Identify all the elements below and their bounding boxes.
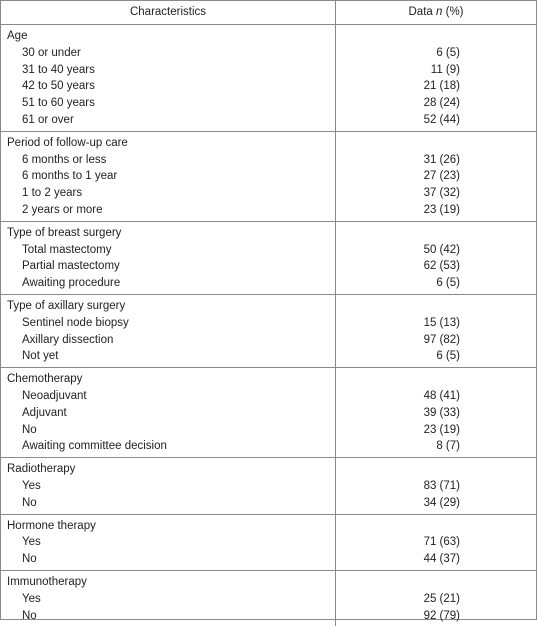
- row-group: Radiotherapy Yes No 83 (71) 34 (29): [1, 458, 536, 515]
- row-group: Chemotherapy Neoadjuvant Adjuvant No Awaitin…: [1, 368, 536, 459]
- group-title: Period of follow-up care: [7, 136, 128, 149]
- row-value: 97 (82): [423, 333, 460, 346]
- label-cell: Hormone therapy Yes No: [1, 514, 336, 570]
- spacer: [336, 574, 536, 591]
- row-label: Yes: [22, 536, 41, 549]
- row-label: Neoadjuvant: [22, 389, 87, 402]
- row-value: 15 (13): [423, 316, 460, 329]
- row-value: 27 (23): [423, 170, 460, 183]
- row-value: 8 (7): [436, 440, 460, 453]
- label-cell: Chemotherapy Neoadjuvant Adjuvant No Awaitin…: [1, 368, 336, 458]
- group-title: Hormone therapy: [7, 519, 96, 532]
- row-value: 34 (29): [423, 496, 460, 509]
- row-label: Total mastectomy: [22, 243, 112, 256]
- header-text: (%): [445, 6, 464, 18]
- row-label: Awaiting committee decision: [22, 440, 167, 453]
- value-cell: 50 (42) 62 (53) 6 (5): [336, 225, 536, 292]
- spacer: [336, 518, 536, 535]
- header-row: Characteristics Data n (%): [1, 1, 536, 25]
- group-title: Immunotherapy: [7, 575, 87, 588]
- row-value: 6 (5): [436, 46, 460, 59]
- row-group: Type of axillary surgery Sentinel node bi…: [1, 294, 536, 369]
- row-label: 61 or over: [22, 113, 74, 126]
- row-group: Hormone therapy Yes No 71 (63) 44 (37): [1, 514, 536, 571]
- group-title: Age: [7, 30, 28, 42]
- row-group: Period of follow-up care 6 months or less…: [1, 131, 536, 222]
- value-cell: 83 (71) 34 (29): [336, 461, 536, 511]
- row-label: No: [22, 609, 37, 622]
- label-cell: Type of axillary surgery Sentinel node bi…: [1, 294, 336, 368]
- spacer: [336, 371, 536, 388]
- value-cell: 6 (5) 11 (9) 21 (18) 28 (24) 52 (44): [336, 28, 536, 129]
- row-value: 39 (33): [423, 406, 460, 419]
- header-cell: Data n (%): [336, 1, 536, 24]
- row-value: 52 (44): [423, 113, 460, 126]
- spacer: [336, 461, 536, 478]
- value-cell: 25 (21) 92 (79): [336, 574, 536, 624]
- row-value: 23 (19): [423, 203, 460, 216]
- row-label: 31 to 40 years: [22, 63, 95, 76]
- row-label: 30 or under: [22, 46, 81, 59]
- header-text: n: [436, 6, 443, 18]
- label-cell: Type of breast surgery Total mastectomy Pa…: [1, 221, 336, 294]
- row-label: 1 to 2 years: [22, 187, 83, 200]
- row-label: 51 to 60 years: [22, 97, 95, 110]
- row-group: Age 30 or under 31 to 40 years 42 to 50 yea…: [1, 25, 536, 132]
- group-title: Chemotherapy: [7, 373, 83, 386]
- spacer: [336, 28, 536, 45]
- row-value: 21 (18): [423, 80, 460, 93]
- group-title: Type of breast surgery: [7, 226, 122, 239]
- group-title: Radiotherapy: [7, 463, 76, 476]
- value-cell: 71 (63) 44 (37): [336, 518, 536, 568]
- row-label: Yes: [22, 479, 41, 492]
- row-value: 11 (9): [430, 63, 460, 76]
- row-value: 31 (26): [423, 153, 460, 166]
- row-label: No: [22, 553, 37, 566]
- value-cell: 48 (41) 39 (33) 23 (19) 8 (7): [336, 371, 536, 455]
- row-label: Awaiting procedure: [22, 277, 121, 290]
- row-value: 6 (5): [436, 277, 460, 290]
- row-label: 2 years or more: [22, 203, 103, 216]
- row-group: Immunotherapy Yes No 25 (21) 92 (79): [1, 570, 536, 626]
- row-value: 23 (19): [423, 423, 460, 436]
- row-label: Not yet: [22, 350, 59, 363]
- row-group: Type of breast surgery Total mastectomy Pa…: [1, 221, 536, 295]
- row-value: 83 (71): [423, 479, 460, 492]
- row-value: 37 (32): [423, 187, 460, 200]
- group-title: Type of axillary surgery: [7, 299, 126, 312]
- row-value: 25 (21): [423, 592, 460, 605]
- row-value: 92 (79): [423, 609, 460, 622]
- row-value: 48 (41): [423, 389, 460, 402]
- label-cell: Period of follow-up care 6 months or less…: [1, 131, 336, 221]
- row-label: Sentinel node biopsy: [22, 316, 129, 329]
- row-value: 71 (63): [423, 536, 460, 549]
- label-cell: Immunotherapy Yes No: [1, 570, 336, 626]
- row-label: Yes: [22, 592, 41, 605]
- label-cell: Age 30 or under 31 to 40 years 42 to 50 yea…: [1, 25, 336, 131]
- table-body: Age 30 or under 31 to 40 years 42 to 50 yea…: [1, 25, 536, 626]
- row-value: 62 (53): [423, 260, 460, 273]
- row-label: 6 months or less: [22, 153, 107, 166]
- row-label: No: [22, 496, 37, 509]
- row-label: Adjuvant: [22, 406, 67, 419]
- header-text: Data: [408, 6, 433, 18]
- row-label: Axillary dissection: [22, 333, 114, 346]
- row-label: Partial mastectomy: [22, 260, 120, 273]
- row-label: 6 months to 1 year: [22, 170, 118, 183]
- label-cell: Radiotherapy Yes No: [1, 458, 336, 514]
- header-cell: Characteristics: [1, 1, 336, 24]
- row-value: 28 (24): [423, 97, 460, 110]
- row-value: 44 (37): [423, 553, 460, 566]
- row-value: 6 (5): [436, 350, 460, 363]
- spacer: [336, 135, 536, 152]
- row-label: 42 to 50 years: [22, 80, 95, 93]
- value-cell: 15 (13) 97 (82) 6 (5): [336, 298, 536, 365]
- spacer: [336, 225, 536, 242]
- row-label: No: [22, 423, 37, 436]
- row-value: 50 (42): [423, 243, 460, 256]
- value-cell: 31 (26) 27 (23) 37 (32) 23 (19): [336, 135, 536, 219]
- spacer: [336, 298, 536, 315]
